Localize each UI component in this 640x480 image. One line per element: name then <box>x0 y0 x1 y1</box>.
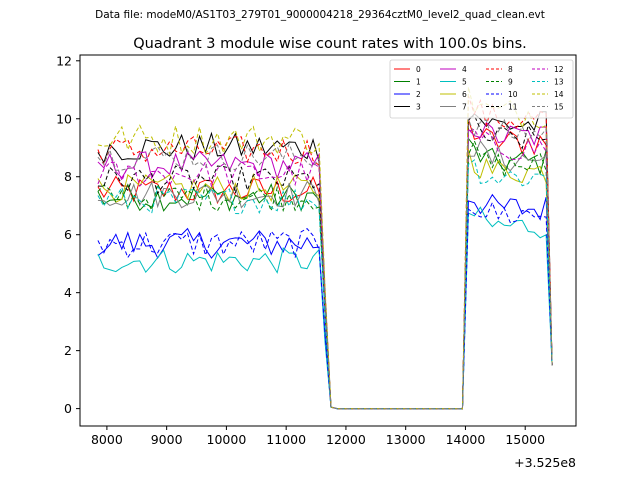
axes-layer: 8000 9000 10000 11000 12000 13000 14000 15000 0 2… <box>56 53 577 470</box>
x-offset-label: +3.525e8 <box>514 455 576 470</box>
legend-label-3: 3 <box>416 102 421 111</box>
x-tick-label: 10000 <box>207 432 247 447</box>
legend-label-11: 11 <box>508 102 518 111</box>
legend-label-9: 9 <box>508 77 513 86</box>
y-tick-label: 0 <box>64 401 72 416</box>
series-line-12 <box>97 128 553 410</box>
legend-label-0: 0 <box>416 65 421 74</box>
x-tick-label: 11000 <box>266 432 306 447</box>
x-tick-label: 12000 <box>326 432 366 447</box>
legend-label-13: 13 <box>554 77 564 86</box>
y-tick-label: 12 <box>56 53 72 68</box>
series-line-7 <box>97 140 553 410</box>
figure-suptitle: Data file: modeM0/AS1T03_279T01_90000042… <box>95 9 545 21</box>
axes-frame <box>79 54 577 427</box>
y-tick-label: 4 <box>64 285 72 300</box>
legend-box <box>389 59 574 119</box>
chart-title: Quadrant 3 module wise count rates with … <box>133 36 527 52</box>
series-line-2 <box>97 193 553 410</box>
legend-label-14: 14 <box>554 90 564 99</box>
y-tick-label: 2 <box>64 343 72 358</box>
legend-label-5: 5 <box>462 77 467 86</box>
series-line-5 <box>97 206 553 410</box>
legend-label-4: 4 <box>462 65 467 74</box>
y-tick-label: 10 <box>56 111 72 126</box>
series-line-11 <box>97 114 553 410</box>
legend-label-7: 7 <box>462 102 467 111</box>
legend-label-8: 8 <box>508 65 513 74</box>
legend-label-15: 15 <box>554 102 564 111</box>
legend-label-12: 12 <box>554 65 564 74</box>
legend-label-1: 1 <box>416 77 421 86</box>
y-tick-label: 6 <box>64 227 72 242</box>
plot-area <box>97 86 553 410</box>
y-tick-label: 8 <box>64 169 72 184</box>
x-tick-label: 13000 <box>386 432 426 447</box>
x-tick-label: 8000 <box>91 432 123 447</box>
x-tick-label: 9000 <box>151 432 183 447</box>
series-line-10 <box>97 201 553 410</box>
series-line-13 <box>97 159 553 410</box>
series-line-15 <box>97 118 553 410</box>
series-layer <box>97 86 553 410</box>
x-tick-label: 14000 <box>446 432 486 447</box>
series-line-1 <box>97 137 553 410</box>
legend-label-6: 6 <box>462 90 467 99</box>
x-tick-label: 15000 <box>505 432 545 447</box>
series-line-0 <box>97 119 553 410</box>
series-line-8 <box>97 95 553 410</box>
legend-label-10: 10 <box>508 90 518 99</box>
series-line-9 <box>97 139 553 410</box>
legend-label-2: 2 <box>416 90 421 99</box>
